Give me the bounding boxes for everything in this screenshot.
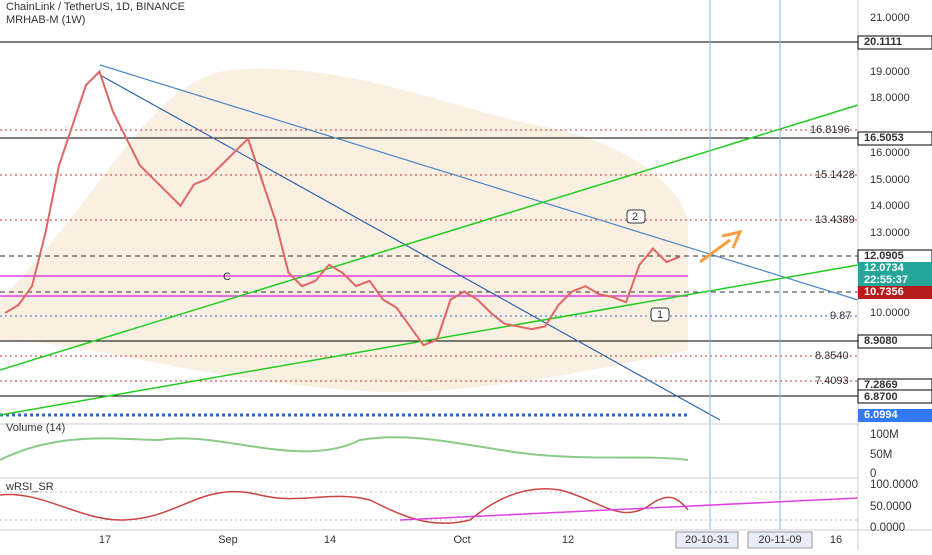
price-label: 10.0000: [870, 307, 910, 319]
marker: C: [223, 271, 231, 283]
level-label: 7.4093: [815, 375, 849, 387]
volume-pane: Volume (14) 100M 50M 0: [6, 422, 899, 480]
time-label: 12: [562, 534, 574, 546]
rsi-pane: wRSI_SR 100.0000 50.0000 0.0000: [5, 479, 918, 534]
price-label: 6.0994: [864, 409, 899, 421]
indicator: MRHAB-M (1W): [6, 14, 85, 26]
time-label: 17: [99, 534, 111, 546]
price-label: 8.9080: [864, 335, 898, 347]
axis-label: 100.0000: [870, 479, 918, 491]
axis-label: 50.0000: [870, 501, 912, 513]
marker: 2: [632, 211, 638, 223]
price-label: 18.0000: [870, 92, 910, 104]
price-label: 6.8700: [864, 391, 898, 403]
pane-title: wRSI_SR: [5, 481, 54, 493]
level-label: 16.8196: [810, 124, 850, 136]
countdown: 22:55:37: [864, 274, 908, 286]
level-label: 9.87: [830, 310, 851, 322]
price-label: 10.7356: [864, 286, 904, 298]
price-axis: 21.0000 20.1111 19.0000 18.0000 16.5053 …: [864, 12, 910, 421]
time-label: 20-11-09: [758, 534, 801, 546]
header: ChainLink / TetherUS, 1D, BINANCE MRHAB-…: [6, 1, 185, 26]
symbol: ChainLink / TetherUS, 1D, BINANCE: [6, 1, 185, 13]
chart-labels: 16.8196 15.1428 13.4389 9.87 8.3540 7.40…: [223, 124, 855, 387]
time-label: Sep: [218, 534, 238, 546]
price-label: 16.5053: [864, 132, 904, 144]
price-label: 14.0000: [870, 200, 910, 212]
price-label: 21.0000: [870, 12, 910, 24]
time-axis: 17 Sep 14 Oct 12 20-10-31 20-11-09 16: [99, 534, 842, 546]
price-label: 7.2869: [864, 379, 898, 391]
price-label: 13.0000: [870, 227, 910, 239]
price-label: 20.1111: [864, 36, 902, 48]
level-label: 8.3540: [815, 350, 849, 362]
price-label: 16.0000: [870, 147, 910, 159]
price-label: 12.0734: [864, 262, 905, 274]
time-label: 14: [324, 534, 336, 546]
axis-label: 0: [870, 468, 876, 480]
time-label: 20-10-31: [685, 534, 729, 546]
axis-label: 0.0000: [870, 522, 905, 534]
time-label: Oct: [453, 534, 470, 546]
price-label: 15.0000: [870, 174, 910, 186]
price-label: 12.0905: [864, 250, 904, 262]
level-label: 15.1428: [815, 169, 855, 181]
axis-label: 100M: [870, 429, 899, 441]
time-label: 16: [830, 534, 842, 546]
price-line: [4, 69, 681, 347]
pane-title: Volume (14): [6, 422, 65, 434]
axis-label: 50M: [870, 449, 892, 461]
marker: 1: [657, 309, 663, 321]
level-label: 13.4389: [815, 214, 855, 226]
price-label: 19.0000: [870, 66, 910, 78]
